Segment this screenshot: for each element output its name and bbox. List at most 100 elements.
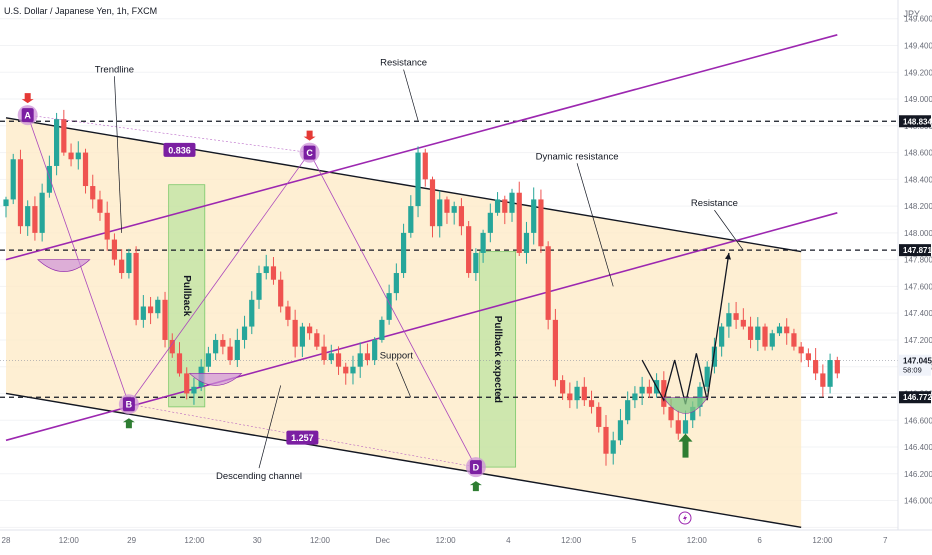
candle-body bbox=[762, 326, 768, 347]
candle-body bbox=[581, 386, 587, 401]
price-tick-label: 149.400 bbox=[904, 42, 932, 51]
abcd-leg-line bbox=[128, 152, 310, 405]
candle-body bbox=[494, 199, 501, 213]
level-price-tag bbox=[899, 115, 931, 128]
candle-body bbox=[155, 299, 161, 314]
pivot-label: B bbox=[126, 400, 133, 410]
last-price-label: 147.045 bbox=[903, 357, 932, 366]
pullback-box[interactable] bbox=[479, 251, 517, 468]
candle-body bbox=[386, 293, 392, 320]
candle-body bbox=[133, 252, 139, 320]
candle-body bbox=[75, 152, 81, 160]
fib-ratio-badge bbox=[286, 430, 319, 445]
fib-ratio-label: 1.257 bbox=[291, 433, 314, 443]
annotation-text: Descending channel bbox=[216, 471, 302, 482]
candle-body bbox=[509, 192, 515, 213]
pullback-label: Pullback bbox=[181, 275, 192, 317]
candle-body bbox=[502, 199, 508, 213]
candle-body bbox=[444, 199, 450, 213]
price-tick-label: 147.800 bbox=[904, 256, 932, 265]
level-price-tag bbox=[899, 391, 931, 404]
price-tick-label: 147.400 bbox=[904, 309, 932, 318]
pivot-badge bbox=[303, 145, 316, 160]
candle-body bbox=[234, 339, 240, 361]
candle-body bbox=[104, 212, 110, 240]
candle-body bbox=[538, 199, 544, 247]
annotation-text: Resistance bbox=[691, 198, 738, 209]
candle-body bbox=[596, 406, 602, 427]
candle-body bbox=[784, 326, 790, 334]
symbol-title: U.S. Dollar / Japanese Yen, 1h, FXCM bbox=[4, 6, 158, 16]
trendline[interactable] bbox=[5, 212, 838, 442]
candle-body bbox=[422, 152, 428, 180]
candle-body bbox=[408, 206, 414, 233]
candle-body bbox=[740, 319, 746, 327]
candle-body bbox=[321, 346, 327, 361]
price-tick-label: 147.200 bbox=[904, 336, 932, 345]
candle-body bbox=[682, 420, 689, 434]
abcd-diagonal-line bbox=[27, 114, 310, 153]
price-tick-label: 148.400 bbox=[904, 175, 932, 184]
candle-body bbox=[68, 152, 74, 160]
candle-body bbox=[335, 353, 342, 367]
candle-body bbox=[639, 386, 645, 394]
candle-body bbox=[249, 299, 255, 327]
channel-lower-line[interactable] bbox=[5, 392, 802, 529]
candle-body bbox=[646, 386, 652, 394]
candle-body bbox=[263, 266, 269, 274]
candle-body bbox=[603, 426, 609, 454]
candle-body bbox=[213, 339, 219, 354]
candle-body bbox=[17, 159, 24, 227]
candle-body bbox=[711, 346, 718, 367]
fib-ratio-label: 0.836 bbox=[168, 145, 191, 155]
currency-label: JPY bbox=[903, 9, 920, 19]
channel-upper-line[interactable] bbox=[5, 117, 802, 253]
candle-body bbox=[574, 386, 580, 401]
candle-body bbox=[126, 252, 132, 274]
candle-body bbox=[733, 313, 739, 320]
candle-body bbox=[256, 273, 262, 300]
price-tick-label: 148.000 bbox=[904, 229, 932, 238]
price-tick-label: 146.600 bbox=[904, 416, 932, 425]
trendline[interactable] bbox=[5, 34, 838, 261]
candle-body bbox=[39, 192, 45, 233]
candle-body bbox=[372, 339, 378, 361]
price-tick-label: 149.000 bbox=[904, 95, 932, 104]
price-axis[interactable] bbox=[898, 0, 932, 550]
candle-body bbox=[466, 226, 472, 274]
candle-body bbox=[270, 266, 277, 280]
annotation-text: Dynamic resistance bbox=[536, 151, 619, 162]
candle-body bbox=[227, 346, 233, 361]
candle-body bbox=[668, 406, 674, 421]
candle-body bbox=[834, 360, 840, 374]
candle-body bbox=[567, 393, 573, 401]
projection-arrowhead bbox=[724, 252, 731, 260]
bar-countdown-label: 58:09 bbox=[903, 366, 922, 375]
price-tick-label: 146.200 bbox=[904, 470, 932, 479]
candle-body bbox=[307, 326, 313, 334]
level-price-label: 146.772 bbox=[903, 393, 932, 402]
time-tick-label: 30 bbox=[253, 536, 262, 545]
candle-body bbox=[487, 212, 493, 233]
price-tick-label: 147.600 bbox=[904, 282, 932, 291]
time-tick-label: 12:00 bbox=[687, 536, 708, 545]
candle-body bbox=[111, 239, 118, 260]
candle-body bbox=[437, 199, 443, 227]
time-tick-label: 12:00 bbox=[812, 536, 833, 545]
expected-bounce-arc bbox=[662, 397, 709, 414]
abcd-leg-line bbox=[309, 152, 477, 468]
arrow-down-icon bbox=[21, 93, 34, 104]
lightning-glyph bbox=[683, 514, 687, 522]
time-axis[interactable] bbox=[0, 530, 932, 550]
candle-body bbox=[278, 279, 284, 307]
pivot-badge bbox=[469, 460, 482, 475]
candle-body bbox=[805, 353, 812, 361]
candle-body bbox=[552, 319, 558, 381]
pivot-label: A bbox=[24, 110, 31, 120]
level-price-label: 147.871 bbox=[903, 246, 932, 255]
lightning-icon[interactable] bbox=[678, 511, 692, 525]
candle-body bbox=[285, 306, 291, 320]
pivot-label: D bbox=[473, 462, 480, 472]
